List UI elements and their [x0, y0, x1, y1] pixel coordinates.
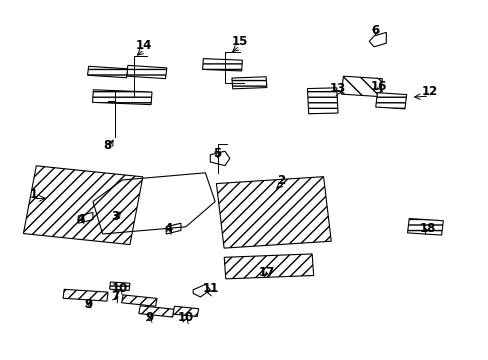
- Text: 6: 6: [371, 24, 379, 37]
- FancyBboxPatch shape: [173, 306, 198, 316]
- FancyBboxPatch shape: [87, 66, 127, 78]
- FancyBboxPatch shape: [375, 93, 406, 109]
- Text: 16: 16: [370, 80, 386, 93]
- FancyBboxPatch shape: [23, 166, 142, 244]
- Text: 7: 7: [111, 291, 119, 303]
- Text: 9: 9: [145, 311, 153, 324]
- FancyBboxPatch shape: [63, 289, 108, 301]
- Text: 1: 1: [29, 188, 37, 201]
- Text: 3: 3: [111, 210, 119, 222]
- FancyBboxPatch shape: [126, 66, 166, 78]
- Text: 13: 13: [328, 82, 345, 95]
- FancyBboxPatch shape: [92, 90, 152, 105]
- Text: 10: 10: [111, 282, 128, 295]
- Text: 10: 10: [177, 311, 194, 324]
- FancyBboxPatch shape: [202, 59, 242, 71]
- Text: 12: 12: [420, 85, 437, 98]
- Text: 4: 4: [164, 222, 172, 235]
- FancyBboxPatch shape: [109, 282, 130, 291]
- FancyBboxPatch shape: [341, 76, 382, 96]
- FancyBboxPatch shape: [139, 306, 174, 317]
- Text: 15: 15: [231, 35, 247, 48]
- Text: 18: 18: [419, 222, 435, 235]
- FancyBboxPatch shape: [122, 295, 157, 306]
- Text: 9: 9: [84, 298, 92, 311]
- FancyBboxPatch shape: [231, 77, 266, 89]
- FancyBboxPatch shape: [407, 219, 443, 235]
- FancyBboxPatch shape: [307, 88, 337, 114]
- Text: 2: 2: [277, 174, 285, 186]
- FancyBboxPatch shape: [216, 177, 330, 248]
- Text: 14: 14: [136, 39, 152, 51]
- Text: 4: 4: [77, 213, 84, 226]
- Text: 8: 8: [103, 139, 111, 152]
- FancyBboxPatch shape: [224, 254, 313, 279]
- Text: 11: 11: [203, 282, 219, 295]
- Text: 17: 17: [258, 266, 274, 279]
- Text: 5: 5: [213, 147, 221, 159]
